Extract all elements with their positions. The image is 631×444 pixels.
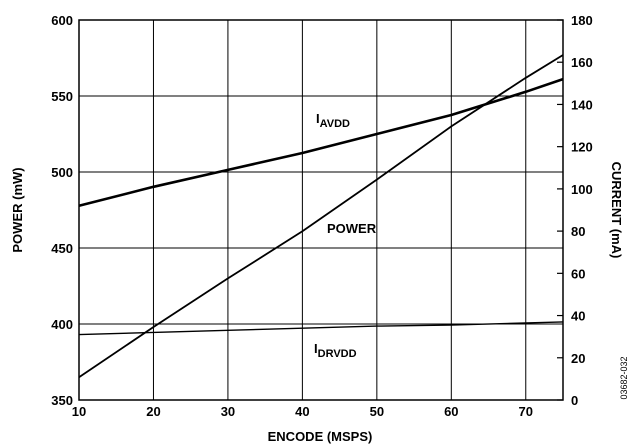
y-right-tick-labels: 0 20 40 60 80 100 120 140 160 180 — [557, 13, 593, 408]
series-label-iavdd: IAVDD — [316, 111, 350, 130]
x-tick-label: 10 — [72, 404, 86, 419]
y-right-tick-label: 20 — [571, 351, 585, 366]
series-line-iavdd — [78, 77, 564, 208]
y-right-tick-label: 100 — [571, 182, 593, 197]
series-label-idrvdd-main: I — [314, 341, 318, 356]
series-line-power — [78, 54, 564, 378]
x-tick-label: 30 — [221, 404, 235, 419]
y-right-tick-label: 180 — [571, 13, 593, 28]
x-tick-label: 20 — [146, 404, 160, 419]
x-tick-label: 40 — [295, 404, 309, 419]
y-right-tick-label: 40 — [571, 309, 585, 324]
y-right-tick-label: 0 — [571, 393, 578, 408]
x-tick-labels: 10 20 30 40 50 60 70 — [72, 404, 533, 419]
figure-id: 03682-032 — [619, 356, 629, 399]
series-label-iavdd-main: I — [316, 111, 320, 126]
x-tick-label: 70 — [519, 404, 533, 419]
y-right-tick-label: 60 — [571, 266, 585, 281]
y-right-tick-label: 120 — [571, 140, 593, 155]
y-left-tick-label: 550 — [51, 89, 73, 104]
y-left-tick-label: 350 — [51, 393, 73, 408]
x-axis-title: ENCODE (MSPS) — [268, 429, 373, 444]
series-lines — [78, 54, 564, 378]
y-left-tick-labels: 350 400 450 500 550 600 — [51, 13, 73, 408]
y-left-tick-label: 600 — [51, 13, 73, 28]
y-left-tick-label: 500 — [51, 165, 73, 180]
y-left-tick-label: 450 — [51, 241, 73, 256]
series-line-idrvdd — [78, 321, 564, 336]
y-right-tick-label: 80 — [571, 224, 585, 239]
y-left-axis-title: POWER (mW) — [10, 167, 25, 252]
series-label-idrvdd: IDRVDD — [314, 341, 357, 360]
y-right-axis-title: CURRENT (mA) — [609, 162, 624, 259]
x-tick-label: 60 — [444, 404, 458, 419]
series-label-idrvdd-sub: DRVDD — [318, 348, 357, 360]
y-right-tick-label: 140 — [571, 97, 593, 112]
grid-lines — [79, 20, 563, 400]
series-label-iavdd-sub: AVDD — [320, 118, 350, 130]
series-label-power: POWER — [327, 221, 377, 236]
y-left-tick-label: 400 — [51, 317, 73, 332]
x-tick-label: 50 — [370, 404, 384, 419]
plot-frame — [78, 19, 564, 401]
y-right-tick-label: 160 — [571, 55, 593, 70]
